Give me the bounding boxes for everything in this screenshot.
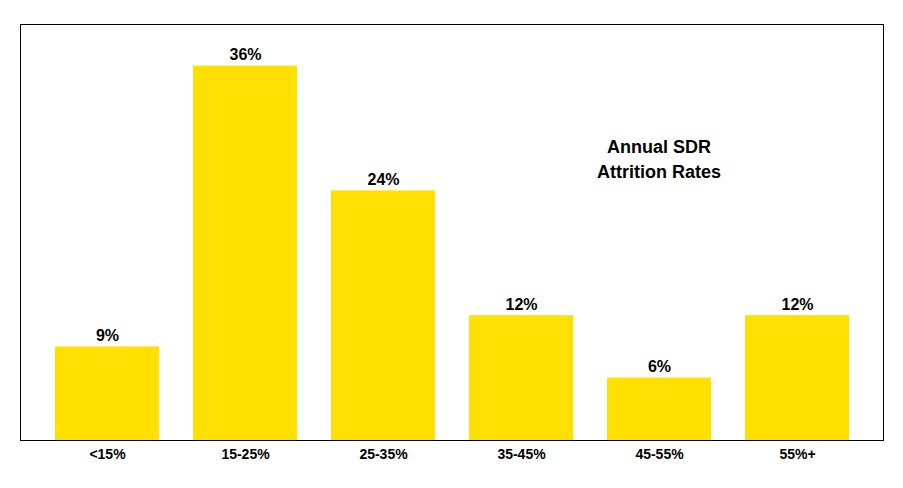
svg-text:<15%: <15% [89, 446, 126, 462]
svg-text:9%: 9% [96, 327, 119, 344]
svg-text:6%: 6% [648, 358, 671, 375]
svg-text:25-35%: 25-35% [359, 446, 408, 462]
svg-text:Annual SDRAttrition Rates: Annual SDRAttrition Rates [597, 137, 721, 182]
svg-text:35-45%: 35-45% [497, 446, 546, 462]
svg-text:15-25%: 15-25% [221, 446, 270, 462]
svg-text:45-55%: 45-55% [635, 446, 684, 462]
svg-text:12%: 12% [781, 296, 813, 313]
svg-text:24%: 24% [367, 171, 399, 188]
svg-text:55%+: 55%+ [779, 446, 815, 462]
svg-text:12%: 12% [505, 296, 537, 313]
svg-text:36%: 36% [229, 46, 261, 63]
